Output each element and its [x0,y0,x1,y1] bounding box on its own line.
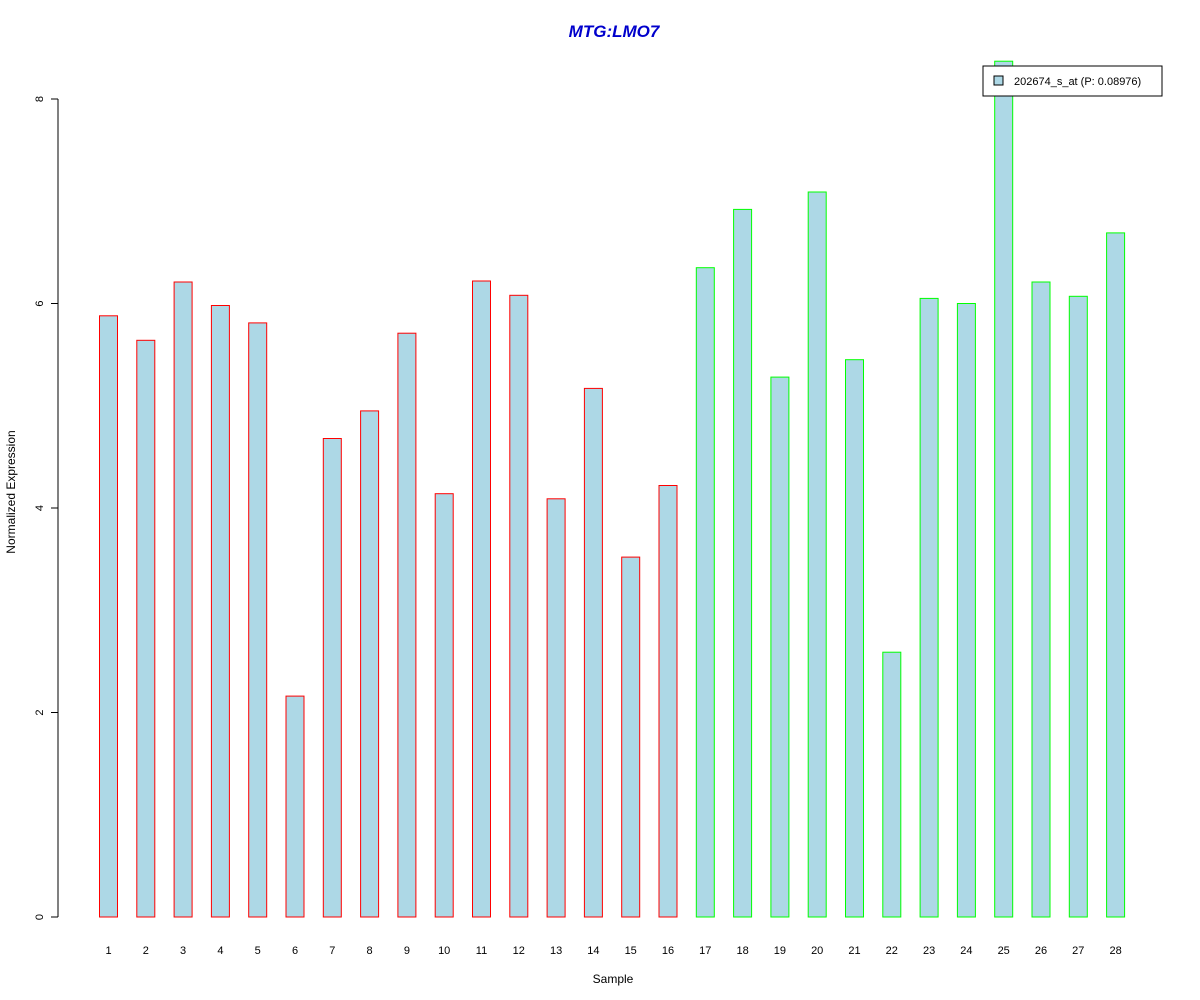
bar-sample-15 [621,556,641,918]
bar-sample-9 [397,332,417,918]
bar-sample-13 [546,498,566,918]
x-tick-label: 26 [1035,945,1047,957]
x-tick-label: 6 [292,945,298,957]
bar-sample-5 [248,322,268,918]
x-tick-label: 15 [625,945,637,957]
x-tick-label: 13 [550,945,562,957]
x-axis-label: Sample [593,972,634,986]
bar-sample-10 [434,493,454,918]
bar-sample-21 [845,359,864,918]
y-tick-label: 0 [34,914,46,920]
bar-sample-18 [733,208,753,918]
x-tick-label: 19 [774,945,786,957]
x-tick-label: 2 [143,945,149,957]
bar-sample-24 [956,303,976,918]
x-tick-label: 28 [1109,945,1121,957]
x-tick-label: 20 [811,945,823,957]
bar-sample-20 [807,191,827,918]
x-tick-label: 9 [404,945,410,957]
y-axis-label: Normalized Expression [4,430,18,553]
x-tick-label: 25 [998,945,1010,957]
bar-sample-19 [770,376,790,918]
chart-title: MTG:LMO7 [569,22,661,41]
legend-entry: 202674_s_at (P: 0.08976) [1014,76,1141,88]
legend-box [982,65,1163,97]
bar-sample-14 [583,387,603,918]
bar-sample-4 [210,305,230,918]
x-tick-label: 5 [255,945,261,957]
bar-sample-8 [360,410,380,918]
bar-sample-27 [1068,295,1088,918]
x-axis: 1 2 3 4 5 6 7 8 9 10 11 12 13 14 15 16 17 18 19 20 21 22 23 24 2… [105,945,1121,957]
y-axis: 0 2 4 6 8 [34,96,59,920]
bar-sample-1 [99,315,118,918]
bar-sample-6 [285,695,305,918]
x-tick-label: 23 [923,945,935,957]
x-tick-label: 24 [960,945,972,957]
bar-sample-28 [1106,232,1126,918]
x-tick-label: 17 [699,945,711,957]
x-tick-label: 22 [886,945,898,957]
bar-sample-26 [1031,281,1051,918]
legend: 202674_s_at (P: 0.08976) [982,65,1163,97]
x-tick-label: 4 [217,945,223,957]
x-tick-label: 21 [848,945,860,957]
bar-sample-12 [509,294,529,918]
y-tick-label: 8 [34,96,46,102]
x-tick-label: 3 [180,945,186,957]
bar-sample-17 [695,267,715,918]
x-tick-label: 1 [105,945,111,957]
x-tick-label: 10 [438,945,450,957]
bar-sample-23 [919,297,939,918]
bar-sample-16 [658,485,678,918]
x-tick-label: 16 [662,945,674,957]
bar-sample-3 [173,281,193,918]
x-tick-label: 14 [587,945,599,957]
bar-sample-25 [994,60,1014,918]
bar-sample-22 [882,651,902,918]
x-tick-label: 12 [513,945,525,957]
y-tick-label: 4 [34,505,46,511]
bar-sample-2 [136,339,156,918]
y-tick-label: 6 [34,300,46,306]
x-tick-label: 8 [367,945,373,957]
bar-sample-7 [322,438,342,918]
bar-sample-11 [472,280,491,918]
legend-swatch [993,75,1004,86]
y-tick-label: 2 [34,709,46,715]
x-tick-label: 27 [1072,945,1084,957]
x-tick-label: 11 [476,945,487,957]
x-tick-label: 18 [736,945,748,957]
x-tick-label: 7 [329,945,335,957]
bars-group [99,60,1126,918]
